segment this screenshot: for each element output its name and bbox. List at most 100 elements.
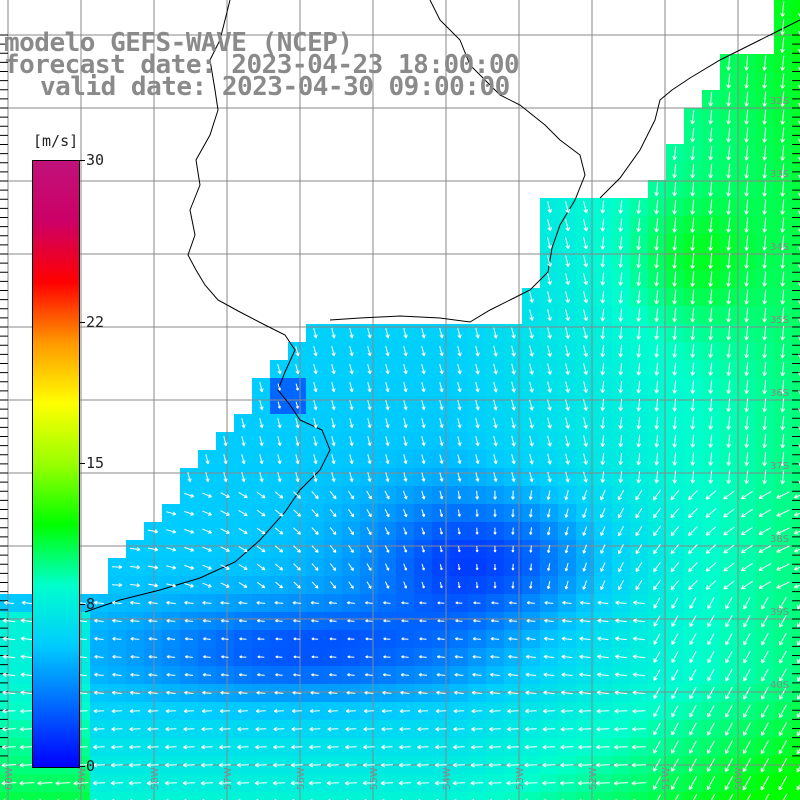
wind-arrow bbox=[708, 307, 713, 323]
latitude-label: 38S bbox=[770, 534, 789, 545]
wind-arrow bbox=[565, 327, 570, 340]
wind-arrow bbox=[475, 381, 480, 393]
wind-arrow bbox=[740, 544, 753, 554]
wind-arrow bbox=[690, 362, 696, 376]
wind-arrow bbox=[726, 127, 731, 143]
wind-arrow bbox=[148, 654, 158, 659]
wind-arrow bbox=[690, 127, 696, 143]
wind-arrow bbox=[708, 380, 714, 394]
wind-arrow bbox=[112, 654, 122, 659]
wind-arrow bbox=[403, 327, 408, 339]
longitude-label: 59W bbox=[77, 767, 88, 790]
wind-arrow bbox=[762, 271, 767, 287]
wind-arrow bbox=[238, 673, 247, 677]
wind-speed-cell bbox=[774, 792, 792, 800]
wind-arrow bbox=[398, 762, 411, 768]
wind-arrow bbox=[403, 454, 408, 465]
wind-arrow bbox=[597, 618, 609, 624]
wind-arrow bbox=[457, 454, 462, 464]
wind-arrow bbox=[130, 654, 140, 659]
wind-arrow bbox=[726, 380, 732, 394]
wind-arrow bbox=[672, 271, 677, 287]
wind-speed-cell bbox=[450, 792, 468, 800]
wind-arrow bbox=[165, 744, 177, 750]
wind-arrow bbox=[295, 383, 299, 391]
wind-arrow bbox=[762, 416, 768, 431]
wind-arrow bbox=[274, 563, 284, 571]
wind-arrow bbox=[274, 509, 284, 517]
wind-arrow bbox=[385, 418, 390, 429]
wind-arrow bbox=[564, 526, 569, 536]
wind-arrow bbox=[331, 400, 336, 411]
wind-arrow bbox=[762, 163, 767, 179]
wind-arrow bbox=[794, 566, 800, 571]
wind-arrow bbox=[705, 544, 717, 554]
wind-arrow bbox=[726, 55, 731, 71]
colorbar-unit: [m/s] bbox=[33, 132, 79, 150]
wind-arrow bbox=[654, 253, 659, 269]
longitude-labels: 60W 59W 58W 57W 56W 55W 54W 53W 52W 51W 50W bbox=[4, 767, 745, 790]
wind-arrow bbox=[726, 145, 731, 161]
wind-arrow bbox=[632, 672, 646, 678]
wind-arrow bbox=[311, 581, 319, 589]
wind-arrow bbox=[349, 418, 354, 429]
wind-arrow bbox=[344, 762, 357, 768]
wind-arrow bbox=[654, 235, 659, 251]
wind-arrow bbox=[2, 636, 16, 642]
wind-arrow bbox=[794, 530, 800, 535]
wind-arrow bbox=[311, 563, 319, 571]
wind-arrow bbox=[403, 381, 408, 393]
wind-arrow bbox=[401, 655, 409, 659]
wind-arrow bbox=[708, 217, 713, 233]
wind-arrow bbox=[238, 600, 248, 605]
wind-arrow bbox=[654, 398, 660, 412]
wind-arrow bbox=[524, 780, 538, 786]
wind-arrow bbox=[166, 511, 177, 516]
colorbar-tick-mark bbox=[79, 604, 85, 606]
wind-arrow bbox=[708, 271, 713, 287]
wind-arrow bbox=[654, 199, 660, 215]
wind-arrow bbox=[690, 145, 696, 161]
wind-speed-cell bbox=[504, 792, 522, 800]
wind-arrow bbox=[636, 362, 642, 376]
wind-arrow bbox=[529, 563, 533, 571]
wind-speed-cell bbox=[612, 792, 630, 800]
wind-arrow bbox=[690, 452, 696, 466]
longitude-label: 58W bbox=[150, 767, 161, 790]
wind-arrow bbox=[740, 508, 753, 518]
wind-arrow bbox=[725, 650, 733, 664]
wind-arrow bbox=[434, 762, 447, 768]
wind-arrow bbox=[349, 400, 354, 411]
wind-arrow bbox=[565, 471, 570, 483]
wind-arrow bbox=[256, 690, 266, 695]
wind-arrow bbox=[238, 564, 248, 570]
wind-arrow bbox=[583, 345, 588, 358]
wind-arrow bbox=[241, 472, 246, 483]
wind-arrow bbox=[346, 601, 355, 605]
wind-arrow bbox=[797, 639, 800, 646]
wind-arrow bbox=[202, 546, 212, 552]
wind-arrow bbox=[565, 218, 570, 232]
wind-arrow bbox=[565, 381, 570, 393]
wind-arrow bbox=[277, 401, 281, 409]
wind-arrow bbox=[183, 744, 195, 750]
wind-arrow bbox=[565, 309, 570, 322]
wind-arrow bbox=[382, 690, 392, 695]
wind-speed-cell bbox=[792, 162, 800, 180]
wind-arrow bbox=[547, 219, 552, 232]
wind-arrow bbox=[762, 73, 767, 89]
wind-arrow bbox=[671, 615, 679, 627]
wind-arrow bbox=[493, 435, 498, 447]
wind-arrow bbox=[578, 762, 592, 768]
wind-arrow bbox=[21, 600, 32, 605]
wind-arrow bbox=[758, 491, 772, 499]
wind-arrow bbox=[1, 780, 17, 786]
wind-arrow bbox=[600, 417, 606, 430]
wind-arrow bbox=[583, 236, 588, 250]
wind-arrow bbox=[726, 434, 732, 448]
wind-arrow bbox=[708, 398, 714, 412]
wind-arrow bbox=[689, 597, 697, 610]
wind-arrow bbox=[164, 762, 177, 768]
wind-arrow bbox=[582, 526, 588, 536]
wind-arrow bbox=[579, 636, 591, 642]
